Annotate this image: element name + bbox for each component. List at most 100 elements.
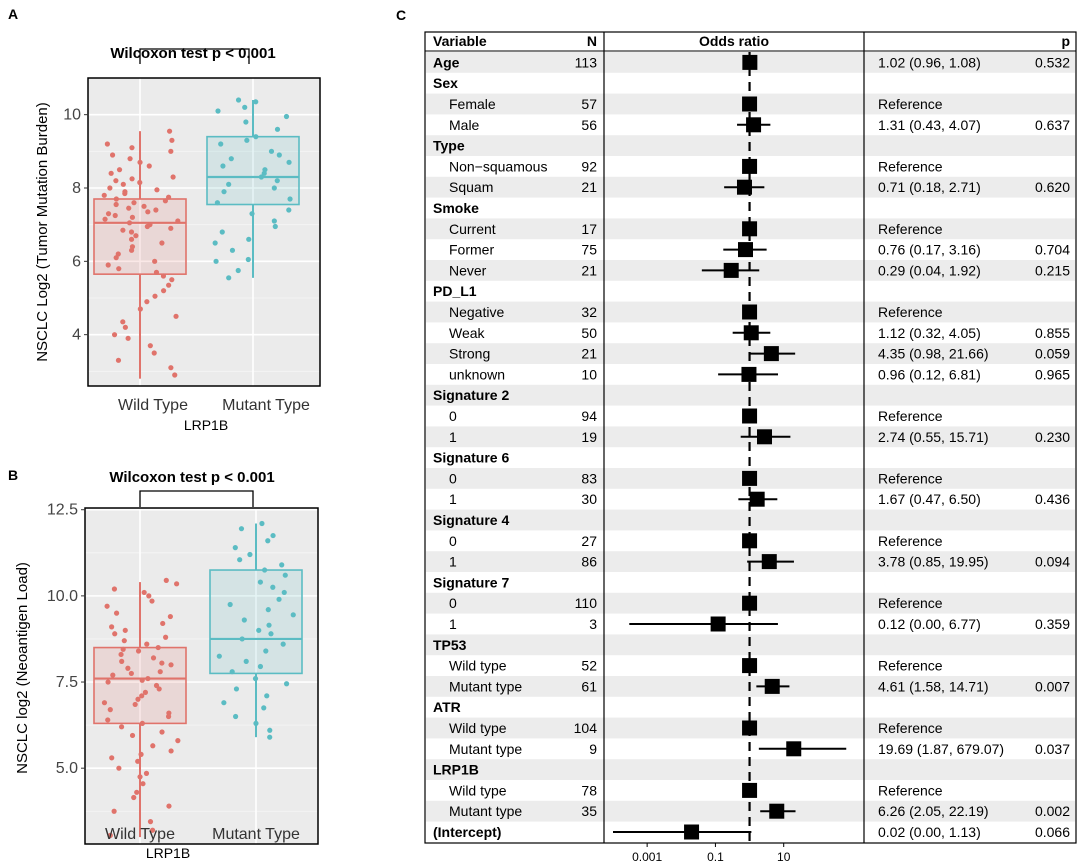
panel-a-letter: A — [8, 6, 18, 22]
data-point — [111, 808, 117, 814]
y-tick-label: 10 — [63, 107, 81, 124]
forest-x-tick-label: 0.1 — [707, 850, 724, 864]
forest-estimate-square — [742, 595, 758, 611]
data-point — [257, 663, 264, 670]
forest-estimate-square — [761, 554, 777, 570]
forest-row-n: 110 — [575, 595, 598, 611]
forest-row-n: 3 — [589, 616, 597, 632]
forest-row-label: Smoke — [433, 200, 479, 216]
forest-row-n: 113 — [575, 54, 598, 70]
data-point — [274, 126, 281, 132]
data-point — [113, 178, 119, 184]
forest-row-estimate: 4.61 (1.58, 14.71) — [878, 678, 989, 694]
data-point — [262, 567, 268, 573]
data-point — [281, 589, 287, 596]
data-point — [105, 211, 112, 217]
data-point — [232, 545, 238, 551]
data-point — [116, 765, 122, 771]
data-point — [129, 145, 135, 151]
data-point — [241, 617, 247, 623]
data-point — [226, 275, 232, 281]
panel-b-y-ticks: 5.0 7.5 10.0 12.5 — [47, 502, 85, 777]
forest-estimate-square — [742, 54, 758, 70]
forest-row-estimate: Reference — [878, 658, 943, 674]
data-point — [125, 335, 131, 341]
data-point — [283, 113, 290, 120]
data-point — [163, 634, 169, 640]
data-point — [128, 229, 135, 235]
forest-row-stripe — [426, 384, 1075, 406]
data-point — [137, 306, 143, 312]
data-point — [122, 190, 128, 197]
data-point — [233, 686, 240, 692]
y-tick-label: 7.5 — [56, 674, 78, 691]
data-point — [150, 655, 157, 661]
data-point — [101, 192, 107, 198]
forest-row-label: PD_L1 — [433, 283, 477, 299]
forest-row-label: 1 — [449, 429, 457, 445]
data-point — [102, 216, 108, 222]
data-point — [107, 707, 113, 713]
panel-b-x-tick-wild: Wild Type — [105, 826, 175, 843]
panel-a-y-label: NSCLC Log2 (Tumor Mutation Burden) — [34, 102, 51, 362]
data-point — [265, 607, 271, 613]
forest-estimate-square — [786, 741, 802, 757]
data-point — [140, 781, 146, 787]
forest-row-estimate: 19.69 (1.87, 679.07) — [878, 741, 1004, 757]
data-point — [157, 669, 163, 675]
data-point — [235, 97, 242, 103]
data-point — [168, 148, 174, 154]
panel-b-y-label: NSCLC log2 (Neoantigen Load) — [14, 562, 31, 774]
data-point — [112, 631, 118, 637]
data-point — [172, 372, 178, 378]
data-point — [221, 700, 227, 706]
forest-x-axis: 0.001 0.1 10 — [632, 843, 791, 864]
data-point — [283, 681, 290, 687]
forest-row-estimate: Reference — [878, 533, 943, 549]
forest-row-estimate: 0.12 (0.00, 6.77) — [878, 616, 981, 632]
data-point — [229, 669, 235, 675]
forest-row-stripe — [426, 800, 1075, 822]
data-point — [286, 159, 292, 165]
forest-header-odds-ratio: Odds ratio — [699, 33, 769, 49]
data-point — [246, 236, 252, 242]
forest-row-label: Strong — [449, 346, 490, 362]
forest-estimate-square — [763, 346, 779, 362]
forest-estimate-square — [742, 658, 758, 674]
forest-estimate-square — [710, 616, 726, 632]
data-point — [258, 174, 264, 180]
forest-row-estimate: 1.31 (0.43, 4.07) — [878, 117, 981, 133]
forest-row-p: 0.637 — [1035, 117, 1070, 133]
forest-row-p: 0.007 — [1035, 678, 1070, 694]
forest-row-estimate: Reference — [878, 96, 943, 112]
data-point — [153, 207, 159, 213]
data-point — [105, 717, 111, 723]
forest-row-p: 0.094 — [1035, 554, 1070, 570]
data-point — [220, 163, 226, 169]
data-point — [267, 734, 273, 740]
data-point — [113, 201, 119, 208]
forest-row-label: Mutant type — [449, 803, 522, 819]
data-point — [213, 258, 219, 264]
data-point — [252, 675, 259, 682]
data-point — [139, 677, 145, 683]
data-point — [129, 176, 135, 182]
data-point — [146, 163, 152, 169]
data-point — [109, 624, 115, 630]
data-point — [147, 819, 154, 825]
data-point — [238, 526, 245, 532]
data-point — [149, 827, 156, 833]
data-point — [259, 520, 265, 527]
forest-header-n: N — [587, 33, 597, 49]
forest-row-n: 21 — [581, 179, 597, 195]
data-point — [175, 738, 181, 744]
forest-row-label: Age — [433, 54, 460, 70]
data-point — [165, 713, 172, 720]
data-point — [276, 152, 282, 158]
forest-row-estimate: 0.76 (0.17, 3.16) — [878, 242, 981, 258]
forest-row-p: 0.059 — [1035, 346, 1070, 362]
forest-row-estimate: 1.67 (0.47, 6.50) — [878, 491, 981, 507]
data-point — [243, 658, 249, 664]
